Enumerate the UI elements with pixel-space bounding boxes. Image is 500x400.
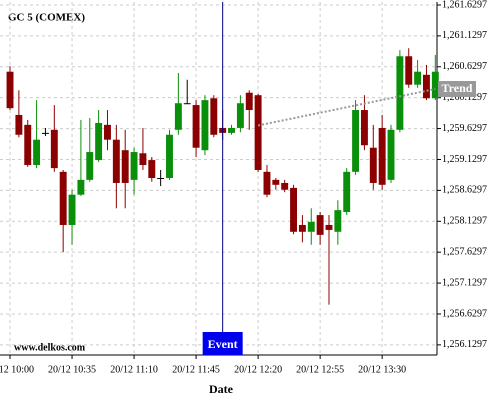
chart-title: GC 5 (COMEX) bbox=[8, 12, 85, 24]
candle-body bbox=[396, 56, 404, 130]
x-tick-label: 20/12 12:55 bbox=[296, 364, 344, 375]
candle-body bbox=[148, 160, 156, 179]
x-tick-label: 20/12 11:10 bbox=[110, 364, 158, 375]
y-tick-label: 1,260.1297 bbox=[442, 92, 487, 103]
candle-body bbox=[210, 98, 218, 135]
candle-body bbox=[104, 124, 111, 140]
event-label-box bbox=[202, 332, 243, 355]
y-tick-label: 1,261.1297 bbox=[442, 30, 487, 41]
x-tick-label: 20/12 10:35 bbox=[48, 364, 96, 375]
candle-body bbox=[24, 124, 32, 166]
candle-body bbox=[352, 110, 360, 172]
candle-body bbox=[192, 105, 200, 148]
candle-body bbox=[33, 139, 41, 166]
candle-body bbox=[423, 74, 430, 99]
candle-body bbox=[174, 103, 182, 130]
candle-body bbox=[325, 224, 333, 230]
candle-body bbox=[139, 153, 147, 166]
candle-body bbox=[272, 179, 280, 185]
candle-body bbox=[254, 95, 262, 170]
candle-body bbox=[281, 182, 289, 190]
candle-body bbox=[166, 134, 173, 179]
x-tick-label: 20/12 11:45 bbox=[172, 364, 220, 375]
candle-body bbox=[307, 221, 315, 232]
candle-body bbox=[77, 179, 85, 195]
candle-body bbox=[405, 56, 413, 85]
candle-body bbox=[316, 215, 324, 235]
trend-label: Trend bbox=[442, 81, 473, 95]
y-tick-label: 1,259.1297 bbox=[442, 154, 487, 165]
y-tick-label: 1,256.6297 bbox=[442, 308, 487, 319]
candle-body bbox=[263, 171, 271, 195]
candle-body bbox=[414, 71, 422, 85]
candle-body bbox=[95, 123, 103, 161]
y-tick-label: 1,260.6297 bbox=[442, 61, 487, 72]
candle-body bbox=[290, 187, 298, 232]
x-tick-label: 20/12 13:30 bbox=[358, 364, 406, 375]
candle-body bbox=[130, 152, 138, 180]
event-label: Event bbox=[208, 337, 238, 351]
candle-body bbox=[50, 129, 58, 169]
candle-body bbox=[112, 139, 120, 183]
candle-body bbox=[59, 171, 67, 225]
candle-body bbox=[15, 114, 23, 135]
candle-body bbox=[6, 71, 14, 109]
x-tick-label: 20/12 10:00 bbox=[0, 364, 34, 375]
x-axis-label: Date bbox=[209, 382, 234, 396]
candle-body bbox=[245, 92, 253, 111]
y-tick-label: 1,258.1297 bbox=[442, 216, 487, 227]
candle-body bbox=[431, 71, 439, 99]
candle-body bbox=[360, 110, 368, 146]
candle-body bbox=[121, 150, 129, 183]
y-tick-label: 1,257.1297 bbox=[442, 277, 487, 288]
candle-body bbox=[201, 100, 209, 151]
watermark: www.delkos.com bbox=[14, 342, 86, 353]
candle-body bbox=[228, 127, 235, 133]
candle-body bbox=[68, 194, 76, 225]
y-tick-label: 1,261.6297 bbox=[442, 0, 487, 10]
candle-body bbox=[378, 127, 386, 185]
candle-body bbox=[298, 224, 306, 232]
x-tick-label: 20/12 12:20 bbox=[234, 364, 282, 375]
y-tick-label: 1,256.1297 bbox=[442, 339, 487, 350]
trend-line bbox=[257, 88, 436, 127]
candle-body bbox=[86, 152, 94, 180]
candle-body bbox=[369, 147, 377, 183]
y-tick-label: 1,257.6297 bbox=[442, 246, 487, 257]
trend-label-box bbox=[438, 81, 476, 98]
candle-body bbox=[387, 129, 395, 180]
y-tick-label: 1,259.6297 bbox=[442, 123, 487, 134]
candle-body bbox=[236, 103, 244, 128]
candle-body bbox=[343, 171, 351, 212]
y-tick-label: 1,258.6297 bbox=[442, 185, 487, 196]
candle-body bbox=[183, 103, 191, 105]
candle-body bbox=[41, 132, 49, 134]
candle-body bbox=[157, 178, 165, 180]
candle-body bbox=[334, 210, 342, 232]
